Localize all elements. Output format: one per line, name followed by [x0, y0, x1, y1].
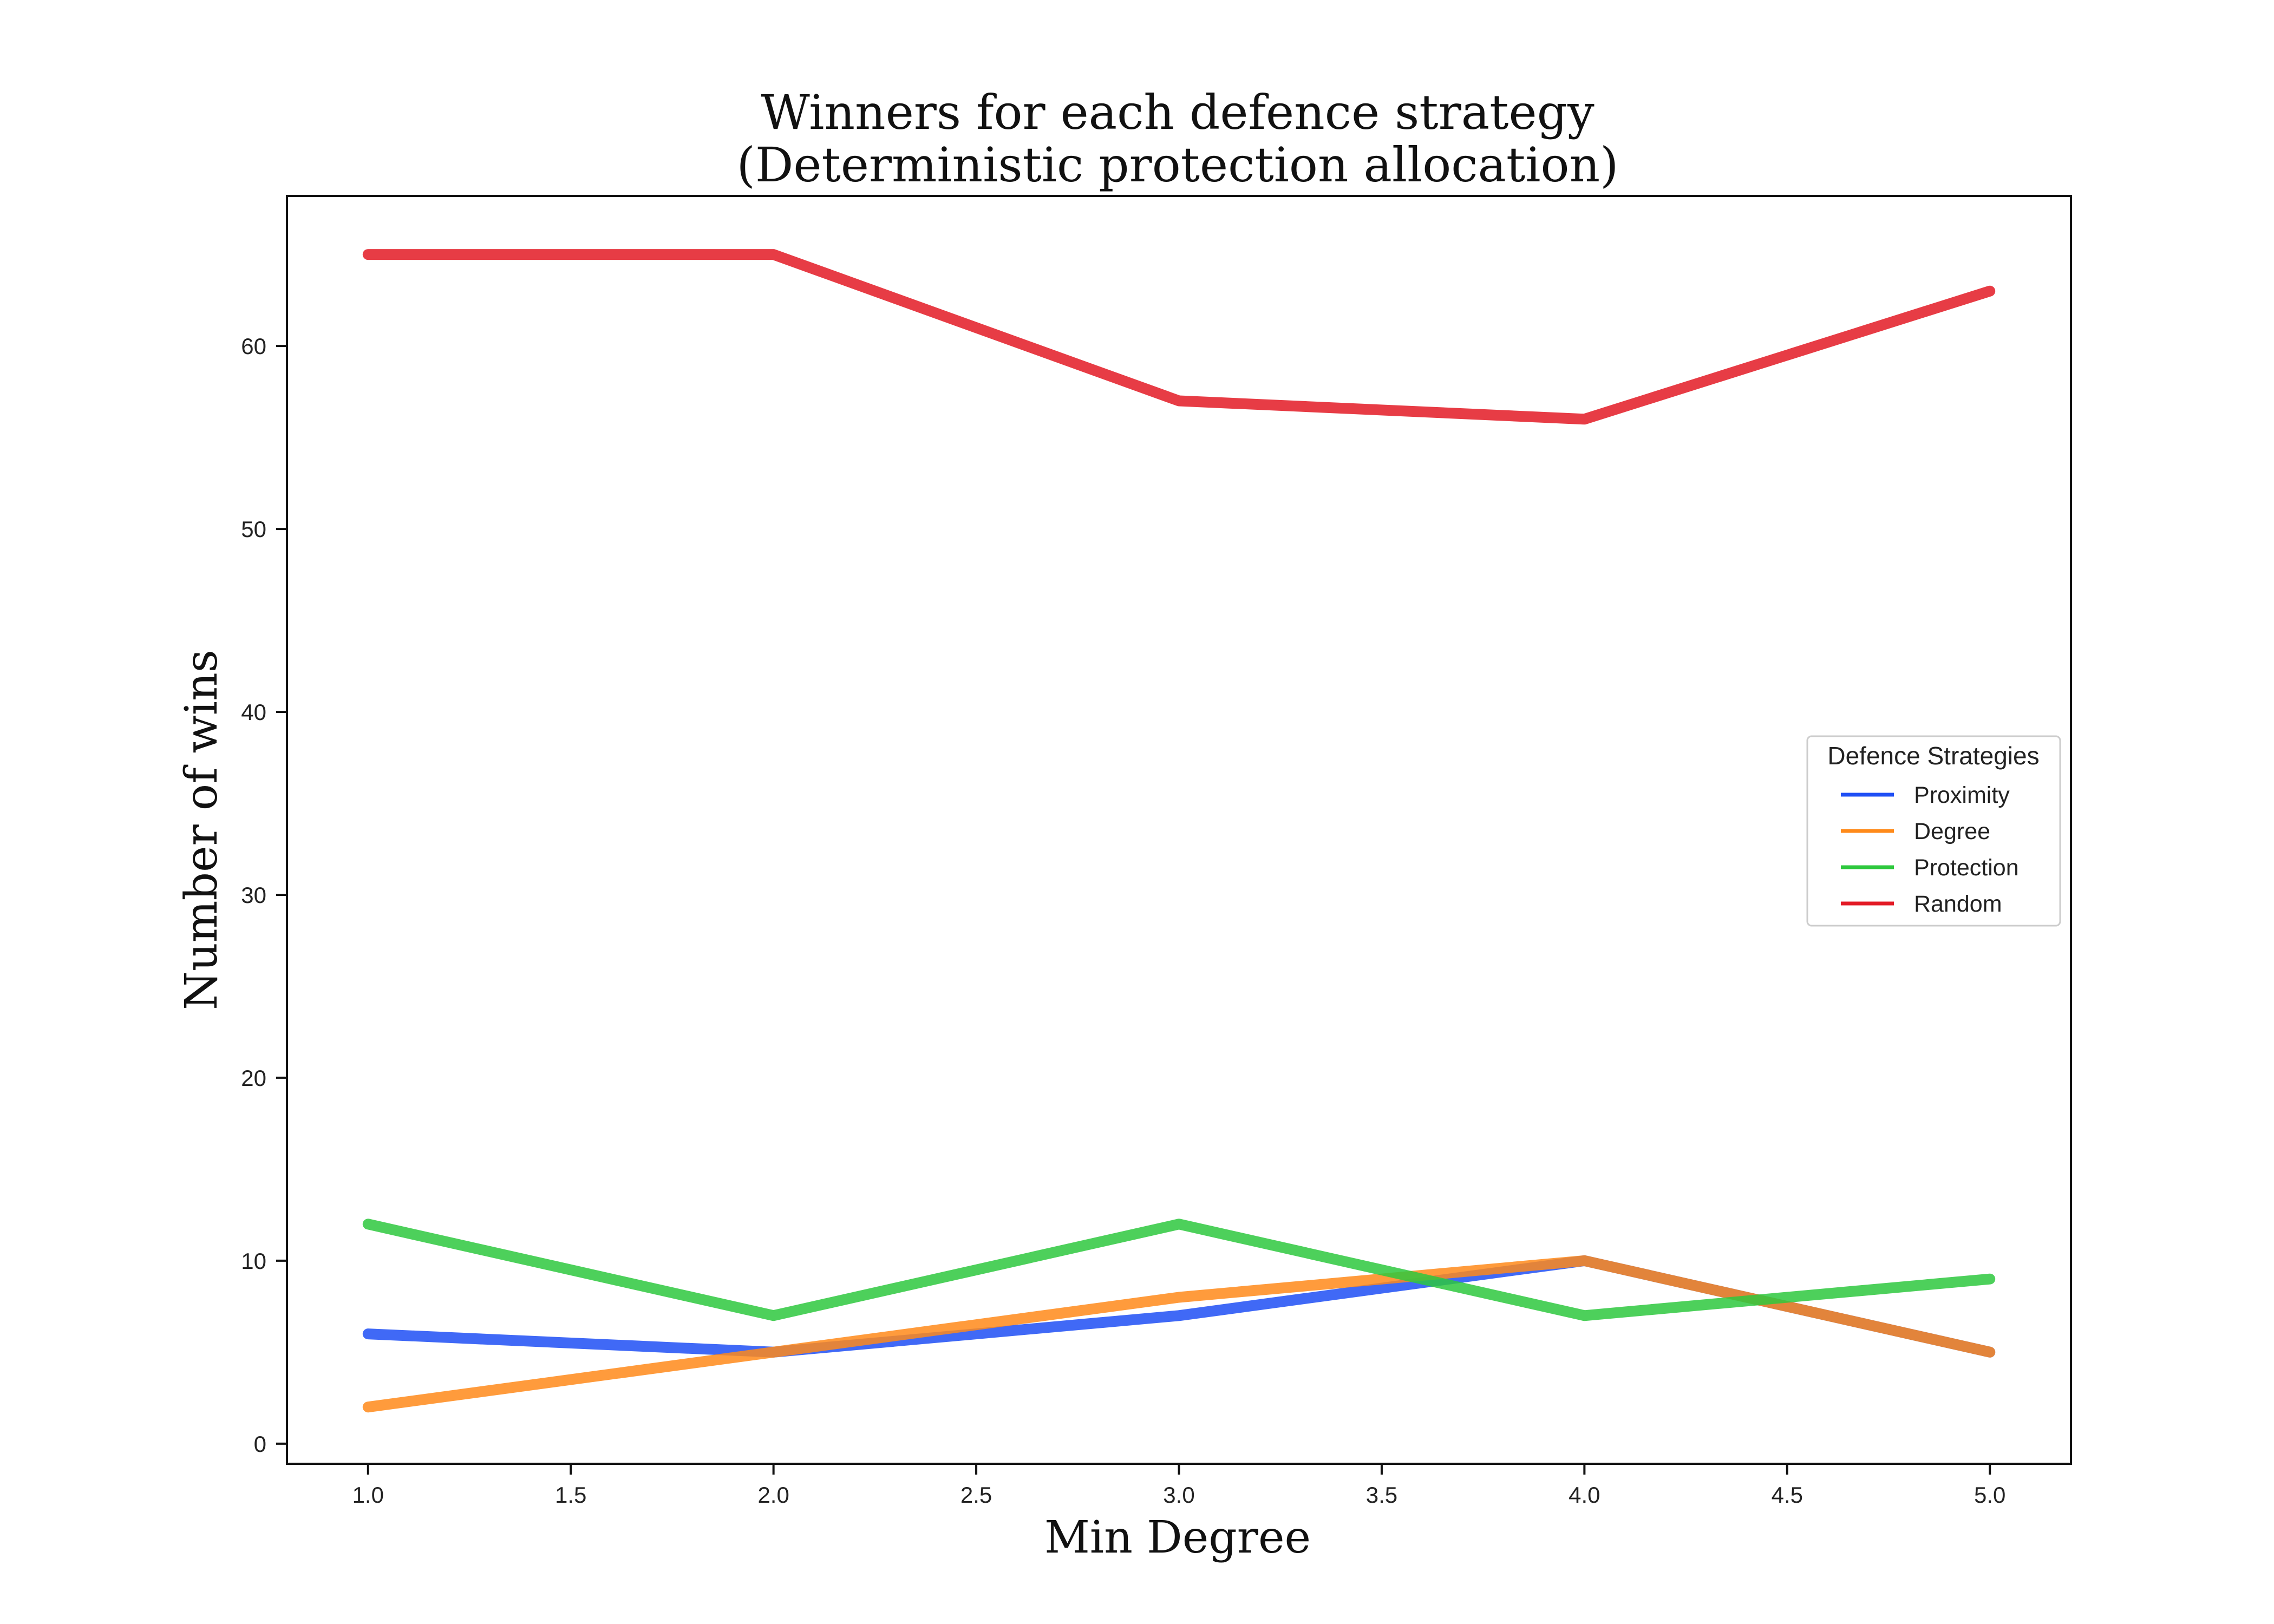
x-axis-label: Min Degree — [1044, 1512, 1311, 1563]
legend-label-protection: Protection — [1914, 855, 2019, 881]
series-line-degree — [362, 1255, 1996, 1413]
x-tick-label: 1.0 — [352, 1482, 384, 1508]
legend-items: Proximity Degree Protection Random — [1841, 782, 2019, 917]
y-tick-label: 0 — [254, 1431, 266, 1457]
legend-label-proximity: Proximity — [1914, 782, 2010, 808]
x-axis: 1.0 1.5 2.0 2.5 3.0 3.5 4.0 4.5 5.0 — [352, 1464, 2005, 1508]
chart-title: Winners for each defence strategy — [761, 84, 1595, 140]
y-tick-label: 10 — [241, 1248, 266, 1274]
chart-subtitle: (Deterministic protection allocation) — [736, 137, 1618, 193]
y-axis-label: Number of wins — [176, 650, 227, 1010]
legend: Defence Strategies Proximity Degree Protec… — [1806, 735, 2061, 927]
y-tick-label: 30 — [241, 882, 266, 908]
legend-title: Defence Strategies — [1827, 742, 2039, 770]
series-line-random — [362, 249, 1996, 425]
x-tick-label: 2.0 — [757, 1482, 789, 1508]
x-tick-label: 5.0 — [1974, 1482, 2005, 1508]
plot-frame — [286, 195, 2072, 1465]
legend-label-random: Random — [1914, 891, 2002, 917]
y-tick-label: 50 — [241, 516, 266, 542]
x-tick-label: 1.5 — [555, 1482, 586, 1508]
y-tick-label: 40 — [241, 699, 266, 725]
x-tick-label: 2.5 — [960, 1482, 992, 1508]
x-tick-label: 4.0 — [1569, 1482, 1600, 1508]
x-tick-label: 3.5 — [1366, 1482, 1397, 1508]
legend-label-degree: Degree — [1914, 818, 1990, 844]
x-tick-label: 3.0 — [1163, 1482, 1194, 1508]
x-tick-label: 4.5 — [1772, 1482, 1803, 1508]
y-axis: 0 10 20 30 40 50 60 — [241, 333, 287, 1457]
legend-box — [1806, 735, 2061, 927]
y-tick-label: 20 — [241, 1065, 266, 1091]
series-line-protection — [362, 1219, 1996, 1321]
y-tick-label: 60 — [241, 333, 266, 359]
series-lines — [362, 249, 1996, 1413]
